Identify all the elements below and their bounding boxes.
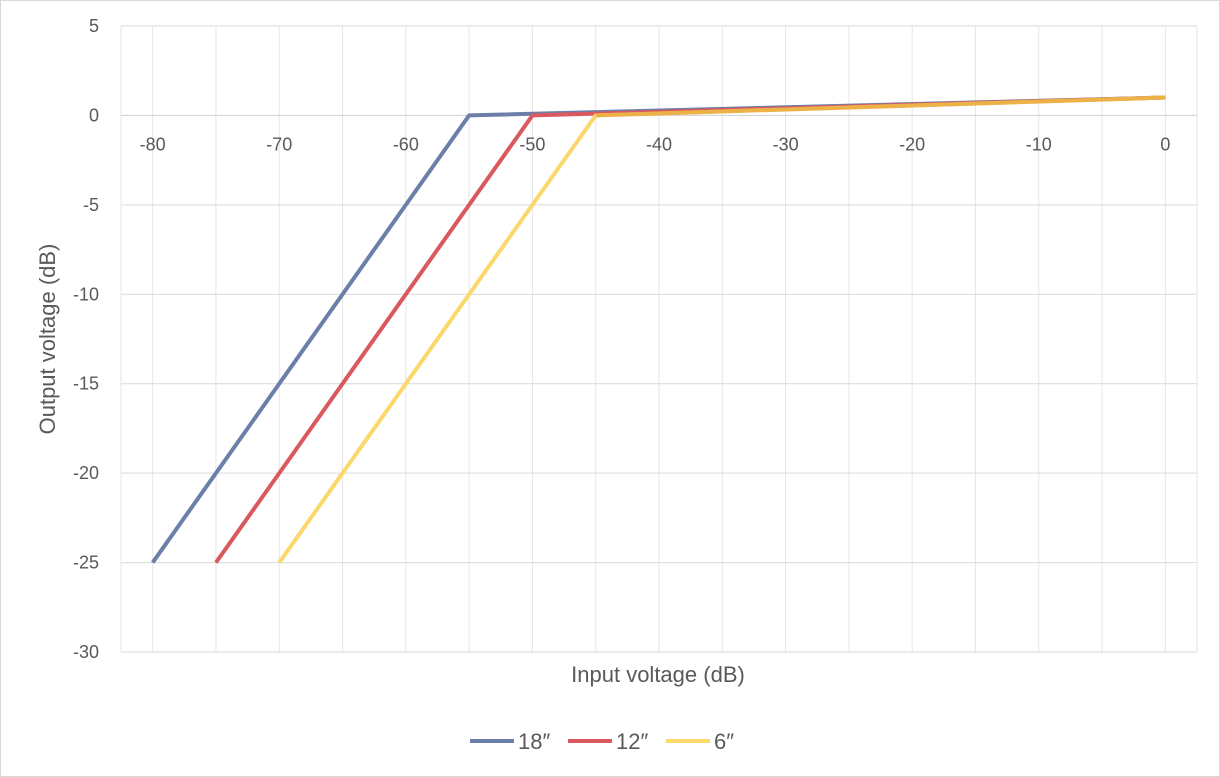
legend: 18″ 12″ 6″ bbox=[470, 729, 734, 754]
series-lines bbox=[151, 95, 1166, 564]
x-tick-label: -30 bbox=[773, 134, 799, 154]
series-line bbox=[214, 95, 1166, 564]
series-overlap-segment bbox=[595, 95, 1166, 118]
y-tick-label: -20 bbox=[73, 463, 99, 483]
y-tick-label: -15 bbox=[73, 374, 99, 394]
y-tick-label: 0 bbox=[89, 105, 99, 125]
y-tick-label: 5 bbox=[89, 16, 99, 36]
y-tick-label: -30 bbox=[73, 642, 99, 662]
x-axis-title: Input voltage (dB) bbox=[571, 662, 745, 687]
x-tick-label: -10 bbox=[1026, 134, 1052, 154]
x-tick-label: -40 bbox=[646, 134, 672, 154]
x-tick-label: -80 bbox=[140, 134, 166, 154]
legend-label: 18″ bbox=[518, 729, 550, 754]
legend-label: 12″ bbox=[616, 729, 648, 754]
y-tick-label: -25 bbox=[73, 553, 99, 573]
x-tick-label: 0 bbox=[1160, 134, 1170, 154]
y-tick-labels: 5 0 -5 -10 -15 -20 -25 -30 bbox=[73, 16, 99, 662]
legend-label: 6″ bbox=[714, 729, 734, 754]
horizontal-gridlines bbox=[121, 25, 1197, 653]
x-tick-label: -60 bbox=[393, 134, 419, 154]
y-tick-label: -5 bbox=[83, 195, 99, 215]
x-tick-label: -50 bbox=[519, 134, 545, 154]
y-axis-title: Output voltage (dB) bbox=[35, 244, 60, 435]
vertical-gridlines bbox=[120, 26, 1198, 652]
x-tick-label: -70 bbox=[266, 134, 292, 154]
x-tick-label: -20 bbox=[899, 134, 925, 154]
x-tick-labels: -80 -70 -60 -50 -40 -30 -20 -10 0 bbox=[140, 134, 1171, 154]
y-tick-label: -10 bbox=[73, 284, 99, 304]
